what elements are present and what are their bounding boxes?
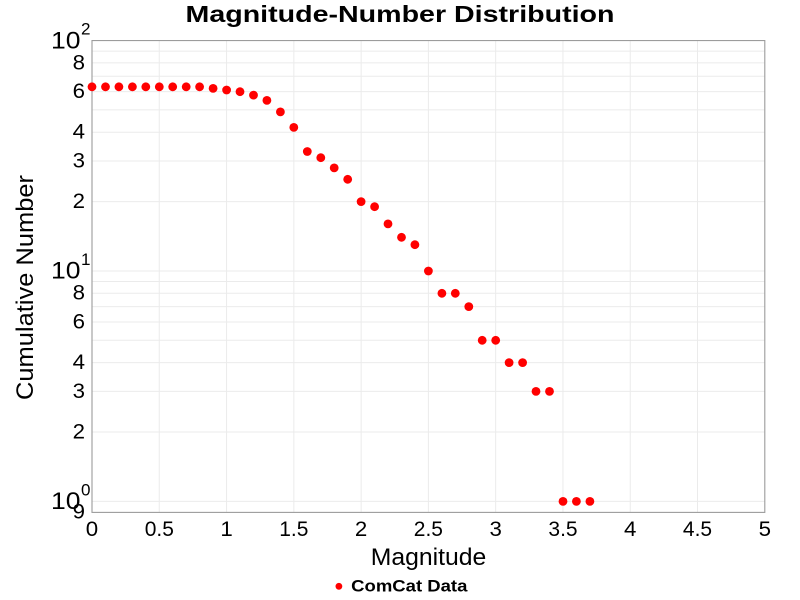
svg-text:2: 2 <box>81 20 91 39</box>
svg-text:0: 0 <box>81 481 91 500</box>
svg-text:0.5: 0.5 <box>145 518 174 541</box>
svg-text:10: 10 <box>51 258 81 285</box>
svg-text:6: 6 <box>73 311 85 334</box>
svg-text:8: 8 <box>73 282 85 305</box>
svg-text:4: 4 <box>73 351 86 374</box>
svg-text:Magnitude-Number Distribution: Magnitude-Number Distribution <box>186 1 615 27</box>
svg-text:4: 4 <box>73 121 86 144</box>
svg-text:10: 10 <box>51 27 81 54</box>
svg-text:3.5: 3.5 <box>548 518 577 541</box>
svg-text:5: 5 <box>759 518 771 541</box>
svg-text:0: 0 <box>86 518 98 541</box>
svg-text:1.5: 1.5 <box>279 518 308 541</box>
svg-text:6: 6 <box>73 80 85 103</box>
svg-text:4: 4 <box>624 518 637 541</box>
svg-text:3: 3 <box>490 518 502 541</box>
svg-text:2: 2 <box>73 420 85 443</box>
svg-text:Cumulative Number: Cumulative Number <box>12 175 39 400</box>
svg-text:2: 2 <box>73 190 85 213</box>
svg-text:1: 1 <box>220 518 232 541</box>
svg-text:10: 10 <box>51 488 81 515</box>
svg-text:4.5: 4.5 <box>683 518 712 541</box>
svg-text:2: 2 <box>355 518 367 541</box>
svg-text:Magnitude: Magnitude <box>371 544 487 571</box>
svg-text:ComCat Data: ComCat Data <box>351 577 468 596</box>
svg-text:1: 1 <box>81 250 91 269</box>
svg-text:9: 9 <box>73 500 85 523</box>
svg-text:3: 3 <box>73 380 85 403</box>
svg-text:8: 8 <box>73 51 85 74</box>
svg-text:3: 3 <box>73 149 85 172</box>
svg-text:2.5: 2.5 <box>414 518 443 541</box>
